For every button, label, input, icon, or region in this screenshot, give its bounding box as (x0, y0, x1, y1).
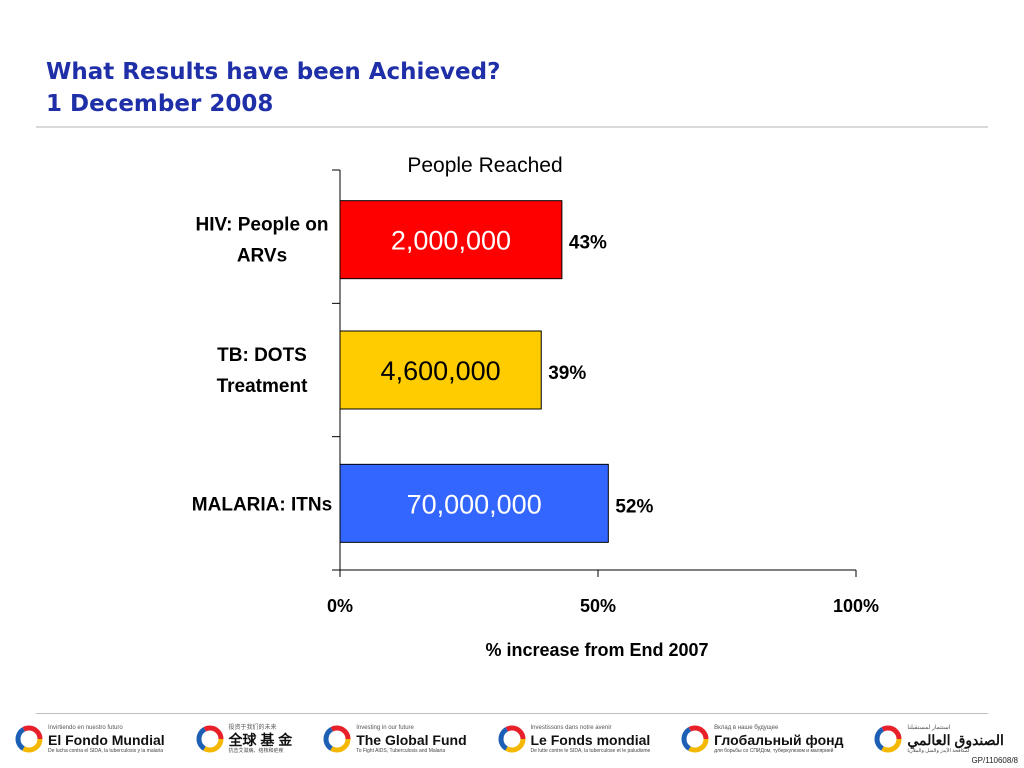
footer-divider (36, 713, 988, 714)
partner-logo: Вклад в наше будущее Глобальный фонд для б… (680, 724, 843, 754)
swirl-icon (15, 725, 43, 753)
partner-logo: Investissons dans notre avenir Le Fonds m… (497, 724, 651, 754)
logo-name: الصندوق العالمي (907, 731, 1004, 748)
bar-label: 2,000,000 (391, 226, 511, 256)
category-label: ARVs (237, 246, 287, 267)
swirl-icon (874, 725, 902, 753)
logo-name: El Fondo Mundial (48, 731, 165, 748)
partner-logo: 投资于我们的未来 全球 基 金抗击艾滋病、结核和疟疾 (195, 724, 293, 754)
x-tick-label: 100% (833, 596, 879, 616)
category-label: MALARIA: ITNs (192, 494, 332, 515)
logo-subtitle: لمكافحة الأيدز والسل والملاريا (907, 747, 970, 754)
title-line-2: 1 December 2008 (46, 91, 274, 117)
swirl-icon (681, 725, 709, 753)
swirl-icon (196, 725, 224, 753)
logo-tagline: 投资于我们的未来 (228, 724, 277, 731)
logo-tagline: استثمار لمستقبلنا (907, 724, 951, 731)
footer-logos: Invirtiendo en nuestro futuro El Fondo Mu… (14, 718, 1004, 760)
logo-tagline: Вклад в наше будущее (714, 724, 779, 731)
partner-logo: Invirtiendo en nuestro futuro El Fondo Mu… (14, 724, 165, 754)
bar-label: 70,000,000 (407, 489, 542, 519)
logo-subtitle: De lucha contra el SIDA, la tuberculosis… (48, 747, 164, 754)
x-tick-label: 50% (580, 596, 616, 616)
data-label: 43% (569, 233, 607, 254)
partner-logo: Investing in our future The Global Fund To… (322, 724, 467, 754)
partner-logo: استثمار لمستقبلنا الصندوق العالمي لمكافحة … (873, 724, 1004, 754)
logo-subtitle: To Fight AIDS, Tuberculosis and Malaria (356, 747, 446, 754)
bar-chart: People Reached 0% 50% 100% % increase from E… (192, 154, 879, 660)
bar-1 (339, 200, 563, 280)
page-title: What Results have been Achieved? 1 Decem… (46, 56, 500, 120)
x-tick-label: 0% (327, 596, 353, 616)
category-label: HIV: People on (195, 215, 328, 236)
logo-subtitle: De lutte contre le SIDA, la tuberculose … (530, 747, 651, 754)
logo-tagline: Investing in our future (356, 724, 414, 731)
data-label: 52% (615, 496, 653, 517)
logo-name: 全球 基 金 (228, 731, 293, 748)
bar-label: 4,600,000 (381, 356, 501, 386)
logo-name: The Global Fund (356, 731, 467, 748)
logo-subtitle: для борьбы со СПИДом, туберкулезом и мал… (714, 747, 834, 754)
x-axis-label: % increase from End 2007 (485, 640, 708, 660)
bar-2 (339, 330, 542, 410)
logo-name: Глобальный фонд (714, 731, 844, 748)
logo-tagline: Investissons dans notre avenir (530, 724, 612, 731)
logo-name: Le Fonds mondial (530, 731, 651, 748)
category-label: Treatment (217, 376, 308, 397)
title-line-1: What Results have been Achieved? (46, 59, 501, 85)
bar-3 (339, 463, 609, 543)
chart-title: People Reached (407, 154, 562, 177)
header-divider (36, 126, 988, 128)
category-label: TB: DOTS (217, 345, 307, 366)
swirl-icon (498, 725, 525, 753)
data-label: 39% (548, 363, 586, 384)
logo-subtitle: 抗击艾滋病、结核和疟疾 (228, 747, 284, 754)
doc-reference: GP/110608/8 (971, 756, 1018, 765)
swirl-icon (323, 725, 351, 753)
logo-tagline: Invirtiendo en nuestro futuro (48, 724, 123, 731)
